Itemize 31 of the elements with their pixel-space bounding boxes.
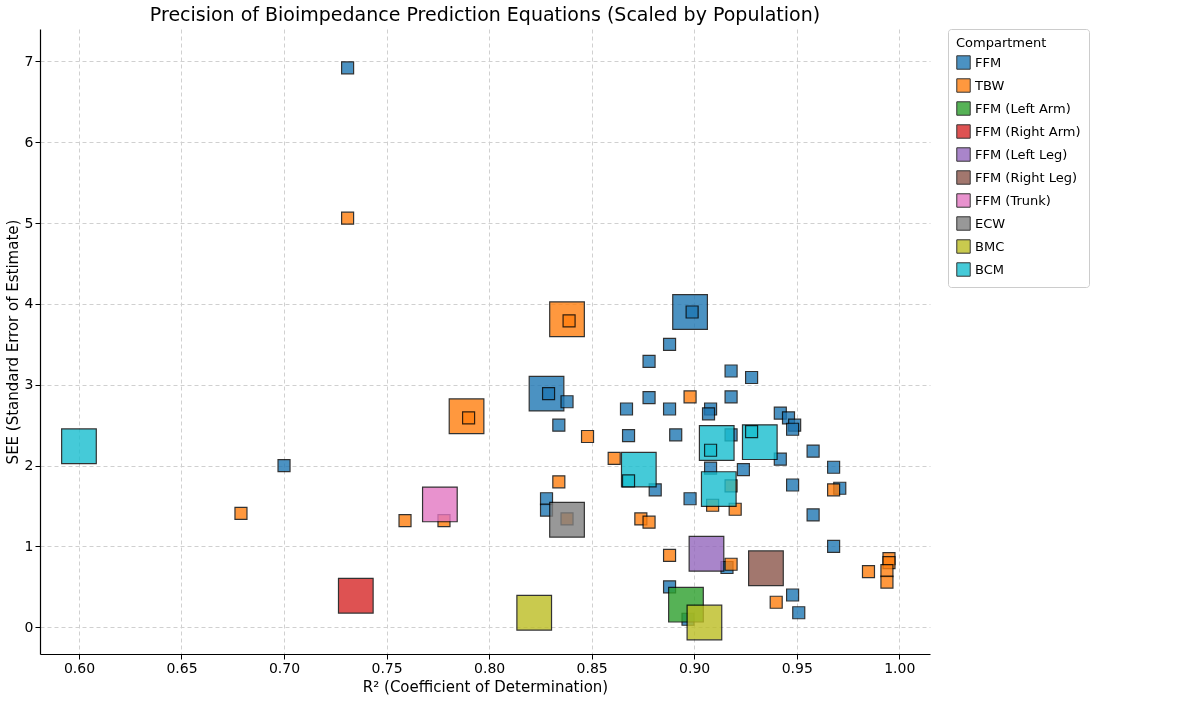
y-tick-label: 1 (24, 537, 34, 554)
y-axis-title: SEE (Standard Error of Estimate) (3, 219, 22, 465)
x-tick-label: 0.60 (63, 659, 96, 676)
x-tick-label: 0.70 (268, 659, 301, 676)
legend-label: FFM (Right Leg) (975, 169, 1078, 185)
legend-label: FFM (Left Leg) (975, 146, 1068, 162)
x-tick-label: 0.65 (166, 659, 198, 676)
x-tick-label: 1.00 (884, 659, 916, 676)
chart-title: Precision of Bioimpedance Prediction Equations (Scaled by Population) (149, 2, 821, 25)
legend-label: FFM (Trunk) (975, 192, 1051, 208)
x-tick-label: 0.75 (371, 659, 403, 676)
x-tick-label: 0.95 (781, 659, 813, 676)
legend-label: BMC (975, 238, 1005, 254)
legend-label: ECW (975, 215, 1006, 231)
legend-label: BCM (975, 261, 1004, 277)
x-tick-label: 0.90 (679, 659, 711, 676)
y-tick-label: 7 (24, 52, 34, 69)
x-tick-label: 0.80 (474, 659, 506, 676)
y-tick-label: 0 (24, 618, 34, 635)
legend-label: FFM (Right Arm) (975, 123, 1081, 139)
x-axis-title: R² (Coefficient of Determination) (362, 677, 609, 696)
y-tick-label: 5 (24, 214, 34, 231)
legend-title: Compartment (956, 35, 1047, 50)
y-tick-label: 2 (24, 457, 34, 474)
y-tick-label: 6 (24, 133, 34, 150)
legend-label: FFM (Left Arm) (975, 100, 1071, 116)
y-tick-label: 4 (24, 295, 34, 312)
legend-label: TBW (974, 77, 1005, 93)
y-tick-label: 3 (24, 376, 34, 393)
legend-label: FFM (975, 54, 1002, 70)
x-tick-label: 0.85 (576, 659, 608, 676)
